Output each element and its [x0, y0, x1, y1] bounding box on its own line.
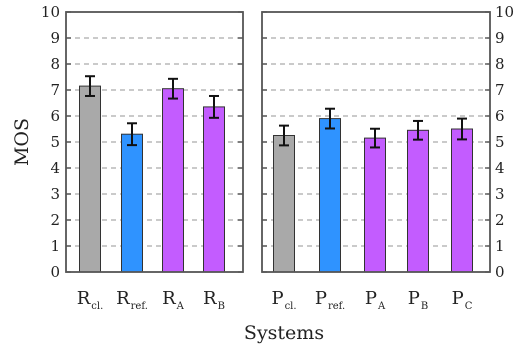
- labels-layer: Rcl. Rref. RA RB Pcl. Pref. PA PB PC 0 0 1 1 2 2 3 3 4 4 5 5…: [41, 3, 514, 312]
- y-tick-label-left: 0: [50, 263, 60, 281]
- y-tick-label-left: 9: [50, 29, 60, 47]
- y-tick-label-left: 6: [50, 107, 60, 125]
- bar-p-b: [407, 129, 429, 273]
- y-tick-label-right: 4: [495, 159, 505, 177]
- y-tick-label-right: 7: [495, 81, 505, 99]
- y-tick-label-right: 10: [495, 3, 514, 21]
- y-tick-label-right: 5: [495, 133, 505, 151]
- bar-r-cl: [79, 85, 101, 273]
- y-tick-label-left: 10: [41, 3, 60, 21]
- x-tick-label: Pcl.: [271, 288, 296, 312]
- y-axis-label: MOS: [11, 118, 33, 166]
- y-tick-label-left: 3: [50, 185, 60, 203]
- y-tick-label-left: 4: [50, 159, 60, 177]
- x-tick-label: RB: [203, 288, 225, 312]
- x-tick-label: Pref.: [315, 288, 345, 312]
- bar-r-a: [162, 88, 184, 273]
- y-tick-label-right: 1: [495, 237, 505, 255]
- y-tick-label-left: 5: [50, 133, 60, 151]
- y-tick-label-left: 1: [50, 237, 60, 255]
- bar-p-ref: [319, 118, 341, 273]
- axes-layer: [65, 11, 491, 273]
- bar-r-b: [203, 106, 225, 273]
- bar-p-a: [364, 137, 386, 273]
- x-tick-label: PC: [452, 288, 473, 312]
- x-tick-label: PA: [365, 288, 386, 312]
- y-tick-label-right: 9: [495, 29, 505, 47]
- y-tick-label-left: 2: [50, 211, 60, 229]
- bars-layer: [79, 75, 473, 273]
- bar-r-ref: [121, 133, 143, 273]
- y-tick-label-right: 3: [495, 185, 505, 203]
- y-tick-label-right: 8: [495, 55, 505, 73]
- y-tick-label-right: 0: [495, 263, 505, 281]
- y-tick-label-left: 7: [50, 81, 60, 99]
- bar-p-c: [451, 128, 473, 273]
- y-tick-label-left: 8: [50, 55, 60, 73]
- x-tick-label: PB: [408, 288, 428, 312]
- bar-p-cl: [273, 135, 295, 273]
- x-tick-label: Rref.: [116, 288, 148, 312]
- y-tick-label-right: 6: [495, 107, 505, 125]
- x-tick-label: RA: [162, 288, 185, 312]
- x-tick-label: Rcl.: [77, 288, 104, 312]
- y-tick-label-right: 2: [495, 211, 505, 229]
- x-axis-label: Systems: [244, 322, 324, 344]
